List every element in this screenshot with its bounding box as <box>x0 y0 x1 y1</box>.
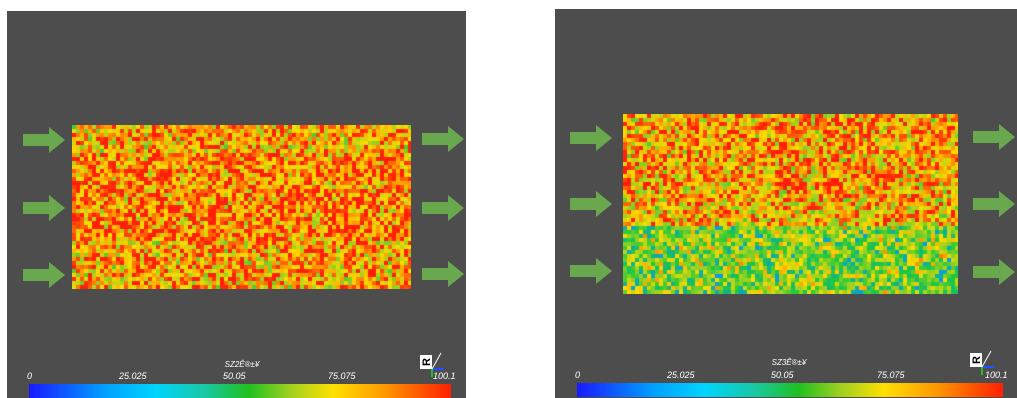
colorbar-title: SZ2Ê®±¥ <box>224 360 260 369</box>
colorbar <box>29 384 451 398</box>
right-render-panel: SZ3Ê®±¥ 0 25.025 50.05 75.075 100.1 R <box>555 9 1017 398</box>
flow-arrow-icon <box>570 191 612 217</box>
colorbar <box>577 383 1003 397</box>
orientation-axes-icon: R <box>419 351 447 377</box>
colorbar-tick: 50.05 <box>223 371 246 381</box>
colorbar-tick: 0 <box>27 371 33 381</box>
colorbar-tick: 100.1 <box>433 371 456 381</box>
flow-arrow-icon <box>422 126 464 152</box>
colorbar-title: SZ3Ê®±¥ <box>771 358 807 367</box>
flow-arrow-icon <box>422 261 464 287</box>
flow-arrow-icon <box>973 259 1015 285</box>
orientation-axes-icon: R <box>969 349 997 375</box>
colorbar-tick: 25.025 <box>667 370 695 380</box>
colorbar-tick: 0 <box>575 370 581 380</box>
flow-arrow-icon <box>973 191 1015 217</box>
colorbar-tick: 75.075 <box>877 370 905 380</box>
flow-arrow-icon <box>570 258 612 284</box>
flow-arrow-icon <box>23 195 65 221</box>
left-render-panel: SZ2Ê®±¥ 0 25.025 50.05 75.075 100.1 R <box>7 11 466 398</box>
colorbar-tick: 75.075 <box>328 371 356 381</box>
flow-arrow-icon <box>570 125 612 151</box>
colorbar-tick: 50.05 <box>771 370 794 380</box>
concentration-field-left <box>72 125 411 289</box>
axes-label: R <box>421 358 433 366</box>
colorbar-tick: 100.1 <box>985 370 1008 380</box>
colorbar-tick: 25.025 <box>119 371 147 381</box>
flow-arrow-icon <box>23 127 65 153</box>
concentration-field-right <box>623 114 958 294</box>
axes-label: R <box>971 356 983 364</box>
flow-arrow-icon <box>23 262 65 288</box>
flow-arrow-icon <box>422 195 464 221</box>
flow-arrow-icon <box>973 124 1015 150</box>
